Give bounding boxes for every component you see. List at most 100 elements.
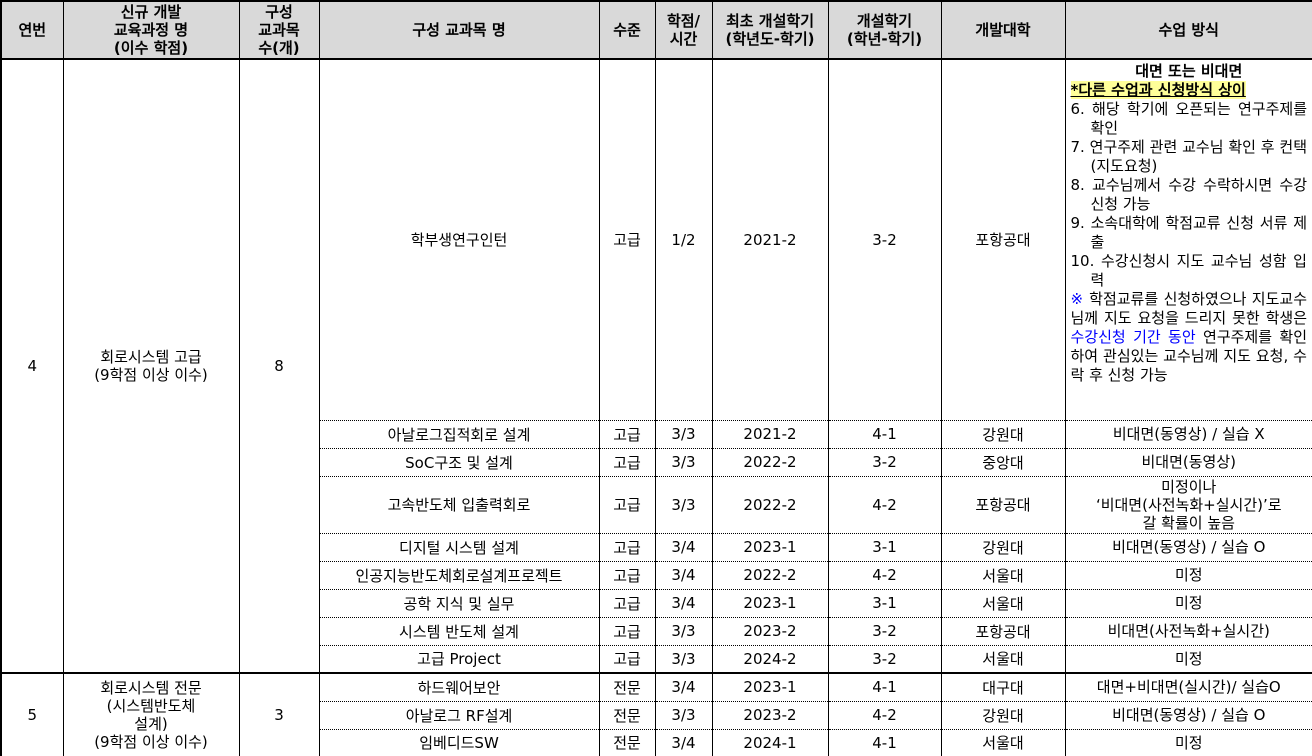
course-univ-cell: 중앙대 bbox=[940, 447, 1065, 476]
course-level-cell: 고급 bbox=[598, 447, 655, 476]
course-credit-cell: 3/4 bbox=[654, 728, 712, 756]
course-univ-cell: 서울대 bbox=[940, 588, 1065, 617]
course-name-cell: 고속반도체 입출력회로 bbox=[318, 475, 599, 533]
course-univ-cell: 서울대 bbox=[940, 644, 1065, 673]
course-name-cell: 학부생연구인턴 bbox=[318, 58, 599, 420]
course-credit-cell: 3/3 bbox=[654, 700, 712, 729]
course-univ-cell: 서울대 bbox=[940, 728, 1065, 756]
course-level-cell: 고급 bbox=[598, 58, 655, 420]
course-method-cell: 미정 bbox=[1064, 560, 1312, 589]
method-step: 9. 소속대학에 학점교류 신청 서류 제출 bbox=[1070, 214, 1308, 251]
course-univ-cell: 포항공대 bbox=[940, 58, 1065, 420]
course-credit-cell: 3/4 bbox=[654, 588, 712, 617]
table-row: 아날로그 RF설계 전문 3/3 2023-2 4-2 강원대 비대면(동영상)… bbox=[1, 700, 1312, 729]
course-term-cell: 3-1 bbox=[827, 588, 941, 617]
course-name-cell: 아날로그 RF설계 bbox=[318, 700, 599, 729]
course-name-cell: 아날로그집적회로 설계 bbox=[318, 419, 599, 448]
course-credit-cell: 3/4 bbox=[654, 560, 712, 589]
course-term-cell: 3-2 bbox=[827, 644, 941, 673]
table-row: 디지털 시스템 설계 고급 3/4 2023-1 3-1 강원대 비대면(동영상… bbox=[1, 532, 1312, 561]
course-univ-cell: 포항공대 bbox=[940, 475, 1065, 533]
note-text: 연구주제를 확인하여 관심있는 교수님께 지도 요청, 수락 후 신청 가능 bbox=[1070, 328, 1308, 384]
course-first-term-cell: 2023-2 bbox=[711, 700, 828, 729]
col-header-term: 개설학기 (학년-학기) bbox=[827, 1, 941, 60]
highlighted-text: *다른 수업과 신청방식 상이 bbox=[1070, 81, 1246, 99]
course-name-cell: SoC구조 및 설계 bbox=[318, 447, 599, 476]
course-method-cell: 비대면(동영상) / 실습 X bbox=[1064, 419, 1312, 448]
course-term-cell: 4-2 bbox=[827, 475, 941, 533]
course-first-term-cell: 2024-2 bbox=[711, 644, 828, 673]
course-term-cell: 4-2 bbox=[827, 560, 941, 589]
course-first-term-cell: 2023-1 bbox=[711, 532, 828, 561]
method-step: 7. 연구주제 관련 교수님 확인 후 컨택(지도요청) bbox=[1070, 138, 1308, 175]
course-term-cell: 4-1 bbox=[827, 672, 941, 701]
method-warning: *다른 수업과 신청방식 상이 bbox=[1070, 81, 1308, 100]
course-first-term-cell: 2021-2 bbox=[711, 419, 828, 448]
table-row: 고속반도체 입출력회로 고급 3/3 2022-2 4-2 포항공대 미정이나 … bbox=[1, 475, 1312, 533]
course-univ-cell: 강원대 bbox=[940, 419, 1065, 448]
course-credit-cell: 3/3 bbox=[654, 447, 712, 476]
course-term-cell: 4-2 bbox=[827, 700, 941, 729]
group-no-cell: 5 bbox=[0, 672, 63, 756]
table-row: 고급 Project 고급 3/3 2024-2 3-2 서울대 미정 bbox=[1, 644, 1312, 673]
course-term-cell: 3-2 bbox=[827, 447, 941, 476]
course-term-cell: 3-2 bbox=[827, 616, 941, 645]
course-level-cell: 고급 bbox=[598, 644, 655, 673]
table-row: 인공지능반도체회로설계프로젝트 고급 3/4 2022-2 4-2 서울대 미정 bbox=[1, 560, 1312, 589]
course-univ-cell: 포항공대 bbox=[940, 616, 1065, 645]
course-univ-cell: 강원대 bbox=[940, 700, 1065, 729]
course-term-cell: 4-1 bbox=[827, 419, 941, 448]
course-credit-cell: 3/3 bbox=[654, 616, 712, 645]
course-univ-cell: 강원대 bbox=[940, 532, 1065, 561]
course-credit-cell: 3/3 bbox=[654, 419, 712, 448]
course-first-term-cell: 2024-1 bbox=[711, 728, 828, 756]
course-level-cell: 전문 bbox=[598, 672, 655, 701]
table-row: 아날로그집적회로 설계 고급 3/3 2021-2 4-1 강원대 비대면(동영… bbox=[1, 419, 1312, 448]
group-count-cell: 8 bbox=[238, 58, 319, 673]
course-method-cell: 대면+비대면(실시간)/ 실습O bbox=[1064, 672, 1312, 701]
course-term-cell: 4-1 bbox=[827, 728, 941, 756]
course-univ-cell: 서울대 bbox=[940, 560, 1065, 589]
note-text: 학점교류를 신청하였으나 지도교수님께 지도 요청을 드리지 못한 학생은 bbox=[1070, 290, 1308, 327]
course-first-term-cell: 2023-2 bbox=[711, 616, 828, 645]
course-term-cell: 3-2 bbox=[827, 58, 941, 420]
course-first-term-cell: 2022-2 bbox=[711, 475, 828, 533]
course-name-cell: 인공지능반도체회로설계프로젝트 bbox=[318, 560, 599, 589]
course-method-cell: 비대면(동영상) / 실습 O bbox=[1064, 700, 1312, 729]
course-name-cell: 디지털 시스템 설계 bbox=[318, 532, 599, 561]
course-method-cell: 대면 또는 비대면 *다른 수업과 신청방식 상이 6. 해당 학기에 오픈되는… bbox=[1064, 58, 1312, 420]
course-level-cell: 전문 bbox=[598, 728, 655, 756]
method-note: ※ 학점교류를 신청하였으나 지도교수님께 지도 요청을 드리지 못한 학생은 … bbox=[1071, 290, 1308, 385]
course-credit-cell: 1/2 bbox=[654, 58, 712, 420]
course-level-cell: 고급 bbox=[598, 616, 655, 645]
group-no-cell: 4 bbox=[0, 58, 63, 673]
table-row: 공학 지식 및 실무 고급 3/4 2023-1 3-1 서울대 미정 bbox=[1, 588, 1312, 617]
course-level-cell: 고급 bbox=[598, 532, 655, 561]
course-name-cell: 고급 Project bbox=[318, 644, 599, 673]
course-level-cell: 고급 bbox=[598, 419, 655, 448]
table-row: 시스템 반도체 설계 고급 3/3 2023-2 3-2 포항공대 비대면(사전… bbox=[1, 616, 1312, 645]
course-method-cell: 비대면(동영상) / 실습 O bbox=[1064, 532, 1312, 561]
course-univ-cell: 대구대 bbox=[940, 672, 1065, 701]
group-program-cell: 회로시스템 전문 (시스템반도체 설계) (9학점 이상 이수) bbox=[62, 672, 239, 756]
table-row: 임베디드SW 전문 3/4 2024-1 4-1 서울대 미정 bbox=[1, 728, 1312, 756]
note-mark: ※ bbox=[1070, 290, 1084, 308]
group-program-cell: 회로시스템 고급 (9학점 이상 이수) bbox=[62, 58, 239, 673]
course-level-cell: 전문 bbox=[598, 700, 655, 729]
col-header-no: 연번 bbox=[0, 1, 63, 60]
method-step: 10. 수강신청시 지도 교수님 성함 입력 bbox=[1070, 252, 1308, 289]
course-credit-cell: 3/4 bbox=[654, 672, 712, 701]
course-name-cell: 공학 지식 및 실무 bbox=[318, 588, 599, 617]
table-row: SoC구조 및 설계 고급 3/3 2022-2 3-2 중앙대 비대면(동영상… bbox=[1, 447, 1312, 476]
course-method-cell: 미정 bbox=[1064, 728, 1312, 756]
course-level-cell: 고급 bbox=[598, 588, 655, 617]
course-level-cell: 고급 bbox=[598, 475, 655, 533]
method-title: 대면 또는 비대면 bbox=[1135, 62, 1243, 80]
col-header-level: 수준 bbox=[598, 1, 655, 60]
note-blue-text: 수강신청 기간 동안 bbox=[1070, 328, 1196, 346]
course-first-term-cell: 2021-2 bbox=[711, 58, 828, 420]
table-row: 5 회로시스템 전문 (시스템반도체 설계) (9학점 이상 이수) 3 하드웨… bbox=[0, 672, 1312, 756]
course-name-cell: 임베디드SW bbox=[318, 728, 599, 756]
table-row: 4 회로시스템 고급 (9학점 이상 이수) 8 학부생연구인턴 고급 1/2 … bbox=[0, 58, 1312, 673]
